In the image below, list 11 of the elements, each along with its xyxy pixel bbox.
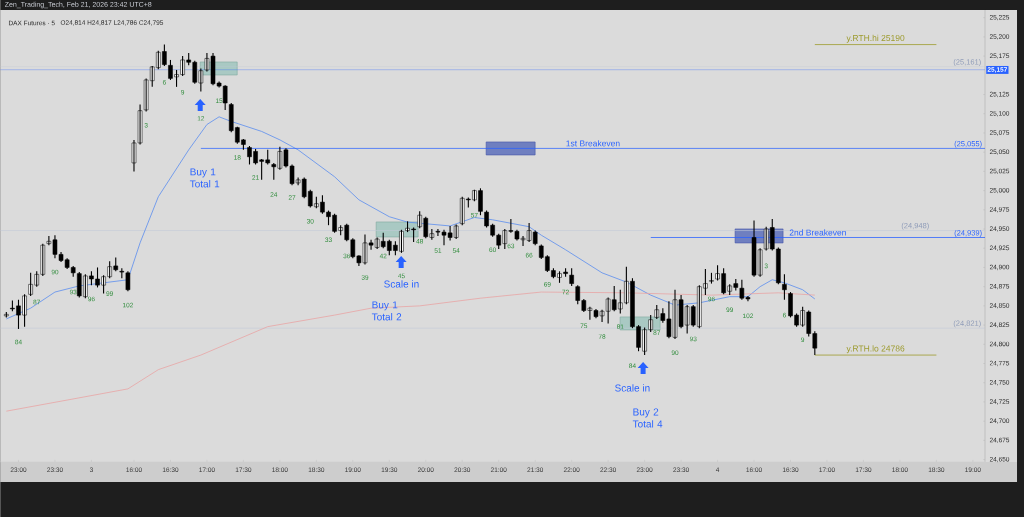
series-label: 1st Breakeven [566, 140, 620, 147]
series-label: y.RTH.lo 24786 [846, 345, 905, 354]
annotation: Buy 1 Total 2 [371, 301, 402, 321]
annotation: Scale in [615, 384, 650, 392]
candlestick [569, 267, 574, 287]
series-label: 2nd Breakeven [789, 229, 846, 236]
annotation: Scale in [384, 280, 419, 288]
annotation: Buy 2 Total 4 [632, 408, 663, 428]
annotation: Buy 1 Total 1 [189, 168, 220, 188]
candlestick [709, 272, 714, 285]
series-label: y.RTH.hi 25190 [846, 34, 905, 43]
